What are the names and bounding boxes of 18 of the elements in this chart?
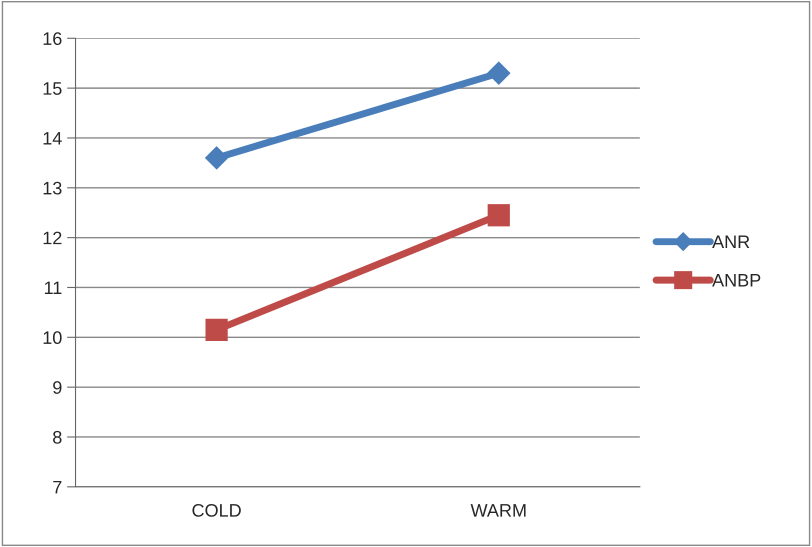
point	[205, 318, 228, 341]
y-tick-label: 8	[53, 430, 62, 444]
y-tick-label: 11	[44, 282, 62, 294]
y-tick-label: 14	[44, 132, 62, 145]
y-tick-label: 9	[53, 381, 62, 394]
legend-label: ANR	[712, 236, 750, 248]
y-tick-label: 13	[44, 182, 62, 195]
y-tick-label: 10	[44, 331, 62, 344]
legend-label: ANBP	[712, 274, 760, 286]
x-tick-label: COLD	[192, 504, 241, 517]
y-tick-label: 7	[53, 480, 62, 494]
x-tick-label: WARM	[470, 504, 526, 517]
y-tick-label: 12	[44, 232, 62, 244]
point	[488, 204, 510, 226]
y-tick-label: 16	[44, 32, 62, 46]
point	[487, 62, 510, 85]
y-tick-label: 15	[44, 82, 62, 95]
point	[205, 146, 228, 170]
